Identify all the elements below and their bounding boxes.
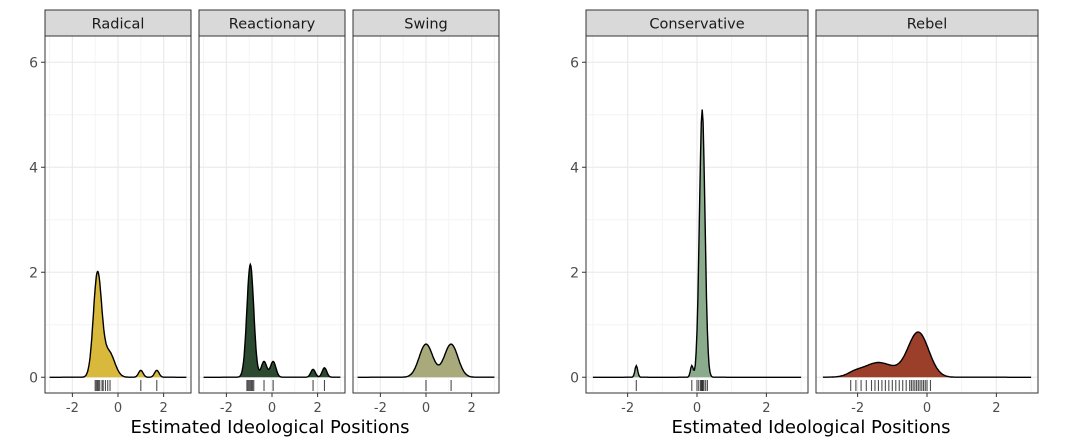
- y-tick-label: 0: [29, 370, 38, 386]
- density-line: [49, 270, 187, 378]
- x-tick-label: 2: [467, 401, 475, 416]
- x-tick-label: 2: [313, 401, 321, 416]
- facet-title: Conservative: [649, 17, 744, 33]
- x-tick-label: 2: [159, 401, 167, 416]
- y-tick-label: 6: [29, 55, 38, 71]
- y-tick-label: 2: [570, 265, 579, 281]
- facet-title: Swing: [404, 17, 448, 33]
- facet-strip: [198, 9, 346, 37]
- facet-title: Rebel: [907, 17, 948, 33]
- density-line: [822, 331, 1032, 378]
- x-tick-label: -2: [621, 401, 634, 416]
- facet-strip: [585, 9, 809, 37]
- density-area: [822, 332, 1032, 378]
- x-axis-label: Estimated Ideological Positions: [671, 417, 950, 438]
- x-tick-label: 0: [268, 401, 276, 416]
- x-tick-label: -2: [374, 401, 387, 416]
- y-tick-label: 4: [29, 160, 38, 176]
- density-line: [592, 109, 802, 378]
- y-tick-label: 2: [29, 265, 38, 281]
- facet-strip: [815, 9, 1039, 37]
- x-tick-label: 0: [422, 401, 430, 416]
- facet-title: Radical: [92, 17, 145, 33]
- x-tick-label: 0: [693, 401, 701, 416]
- facet-title: Reactionary: [229, 17, 316, 33]
- y-tick-label: 6: [570, 55, 579, 71]
- density-line: [203, 262, 341, 378]
- x-tick-label: -2: [66, 401, 79, 416]
- y-tick-label: 0: [570, 370, 579, 386]
- density-line: [357, 343, 495, 378]
- x-tick-label: -2: [851, 401, 864, 416]
- x-tick-label: 0: [923, 401, 931, 416]
- x-tick-label: 2: [762, 401, 770, 416]
- x-tick-label: -2: [220, 401, 233, 416]
- x-tick-label: 0: [114, 401, 122, 416]
- facet-strip: [44, 9, 192, 37]
- x-tick-label: 2: [992, 401, 1000, 416]
- density-area: [357, 344, 495, 378]
- x-axis-label: Estimated Ideological Positions: [130, 417, 409, 438]
- facet-strip: [352, 9, 500, 37]
- y-tick-label: 4: [570, 160, 579, 176]
